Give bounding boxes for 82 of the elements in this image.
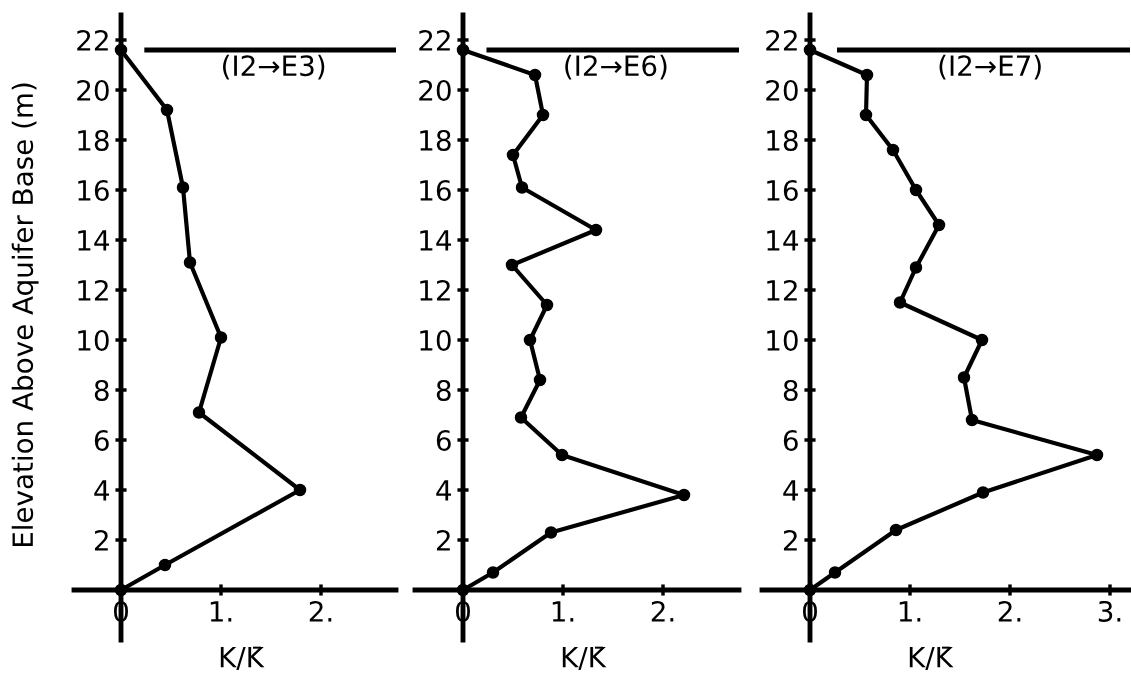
y-tick-label: 12 [767, 279, 797, 301]
point [555, 448, 569, 462]
point [540, 298, 554, 312]
point [506, 148, 520, 162]
point [932, 218, 946, 232]
y-tick-label: 2 [436, 529, 450, 551]
point [183, 256, 197, 269]
y-tick-label: 22 [419, 29, 450, 51]
x-tick-label: 1. [210, 601, 232, 622]
y-tick-label: 20 [419, 79, 451, 101]
y-tick-label: 12 [78, 279, 108, 301]
y-tick-label: 8 [94, 379, 109, 401]
y-tick-label: 4 [783, 480, 799, 501]
x-tick-label: 1. [899, 601, 921, 622]
point [893, 296, 907, 309]
y-tick-label: 20 [77, 79, 109, 101]
y-tick-label: 20 [766, 79, 798, 101]
y-tick-label: 14 [420, 230, 452, 251]
point [889, 523, 903, 537]
y-tick-label: 14 [78, 230, 110, 251]
y-tick-label: 18 [767, 129, 798, 151]
point [909, 261, 923, 274]
point [160, 103, 174, 117]
y-tick-label: 8 [436, 379, 451, 401]
x-axis-title: K/K̄ [220, 646, 265, 670]
point [486, 566, 500, 579]
point [176, 181, 190, 194]
point [1090, 448, 1104, 462]
annotation: (I2→E7) [939, 54, 1041, 80]
y-tick-label: 10 [767, 329, 798, 351]
x-tick-label: 2. [651, 600, 674, 622]
point [976, 486, 990, 499]
y-tick-label: 14 [767, 230, 799, 251]
point [886, 143, 900, 157]
x-tick-label: 1. [552, 601, 574, 622]
y-tick-label: 22 [766, 29, 797, 51]
point [909, 183, 923, 197]
y-tick-label: 18 [78, 129, 109, 151]
annotation: (I2→E6) [565, 54, 667, 80]
y-tick-label: 6 [94, 429, 109, 451]
x-axis-title: K/K̄ [562, 646, 607, 670]
y-tick-label: 8 [783, 379, 798, 401]
y-tick-label: 18 [420, 129, 451, 151]
point [859, 108, 873, 122]
y-tick-label: 2 [94, 529, 108, 551]
point [523, 333, 537, 347]
point [965, 413, 979, 427]
y-tick-label: 6 [436, 429, 451, 451]
point [505, 258, 519, 272]
point [514, 411, 528, 424]
x-tick-label: 3. [1098, 600, 1121, 622]
y-tick-label: 16 [767, 179, 798, 201]
x-axis-title: K/K̄ [909, 646, 954, 670]
y-tick-label: 6 [783, 429, 798, 451]
point [957, 371, 971, 384]
x-tick-label: 2. [309, 600, 332, 622]
x-tick-label: 2. [998, 600, 1021, 622]
point [533, 373, 547, 387]
annotation: (I2→E3) [223, 54, 325, 80]
y-tick-label: 2 [783, 529, 797, 551]
y-tick-label: 4 [94, 480, 110, 501]
point [975, 333, 989, 347]
point [860, 68, 874, 82]
point [192, 406, 206, 419]
y-tick-label: 12 [420, 279, 450, 301]
y-tick-label: 22 [77, 29, 108, 51]
point [528, 68, 542, 82]
point [214, 331, 228, 344]
y-tick-label: 4 [436, 480, 452, 501]
point [293, 483, 307, 497]
y-tick-label: 16 [78, 179, 109, 201]
point [828, 566, 842, 579]
point [515, 181, 529, 194]
point [544, 526, 558, 539]
point [536, 108, 550, 122]
point [158, 558, 172, 572]
y-tick-label: 16 [420, 179, 451, 201]
y-tick-label: 10 [78, 329, 109, 351]
y-tick-label: 10 [420, 329, 451, 351]
y-axis-title: Elevation Above Aquifer Base (m) [11, 83, 39, 547]
point [677, 488, 691, 502]
point [589, 223, 603, 237]
